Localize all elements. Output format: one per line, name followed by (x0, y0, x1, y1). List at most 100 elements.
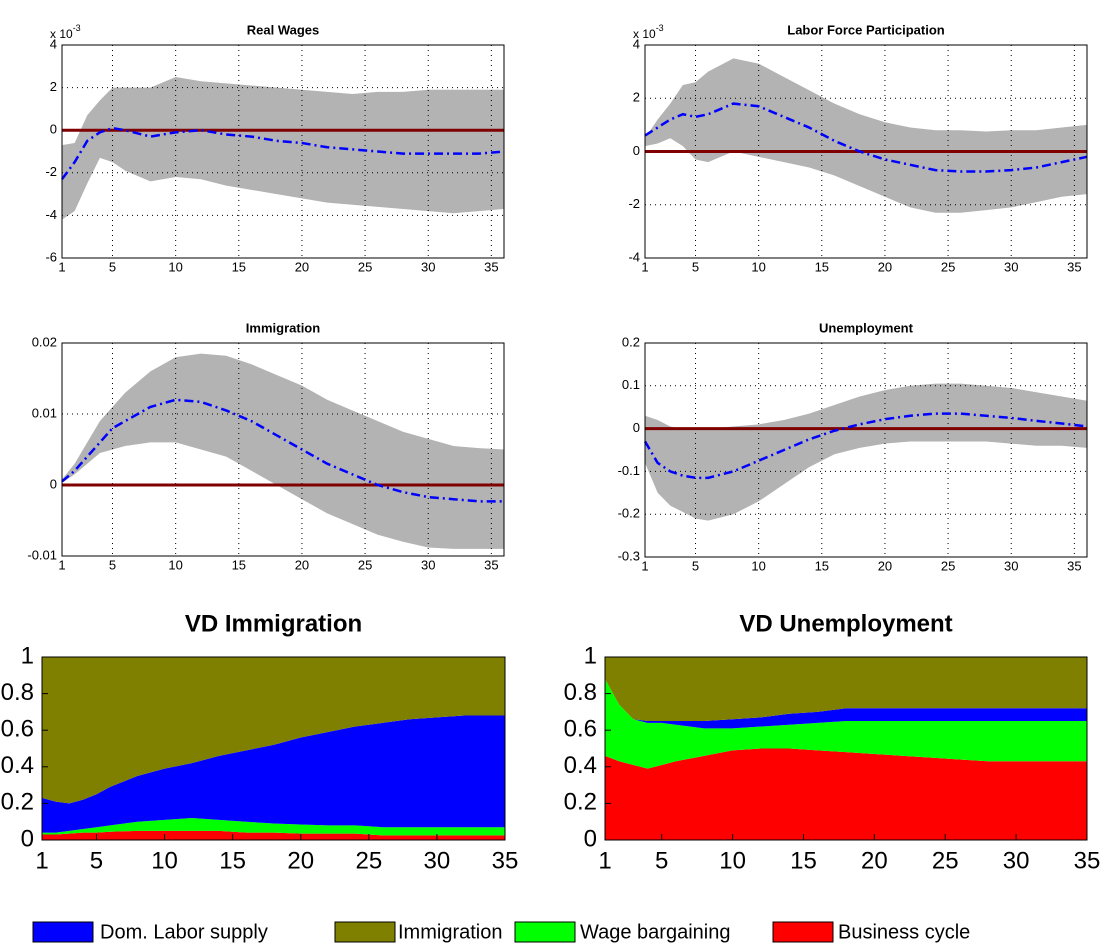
x-tick-label: 25 (941, 558, 955, 573)
plot-frame (604, 656, 1088, 841)
legend-swatch (772, 921, 834, 943)
x-tick-label: 5 (655, 847, 668, 874)
x-tick-label: 5 (90, 847, 103, 874)
y-tick-label: 0.8 (1, 679, 34, 706)
legend-swatch (32, 921, 94, 943)
y-tick-label: 0 (21, 825, 34, 852)
y-tick-label: 0.2 (622, 334, 640, 349)
x-tick-label: 30 (1004, 259, 1018, 274)
legend-label: Business cycle (838, 921, 970, 943)
y-tick-label: -6 (45, 249, 57, 264)
x-tick-label: 25 (358, 557, 372, 572)
chart-title: Real Wages (247, 22, 320, 37)
x-tick-label: 10 (751, 259, 765, 274)
x-tick-label: 10 (168, 259, 182, 274)
stacked-area (605, 748, 1087, 840)
chart-title: Unemployment (819, 320, 914, 335)
x-tick-label: 15 (232, 259, 246, 274)
legend-label: Wage bargaining (580, 921, 730, 943)
plot (645, 58, 1087, 213)
y-tick-label: 1 (584, 642, 597, 669)
x-tick-label: 30 (421, 557, 435, 572)
x-tick-label: 10 (151, 847, 178, 874)
y-tick-label: -2 (628, 196, 640, 211)
plot-frame (644, 342, 1088, 558)
y-tick-label: 0.1 (622, 377, 640, 392)
stacked-area (605, 678, 1087, 769)
y-tick-label: -0.3 (618, 548, 640, 563)
median-line (60, 126, 505, 180)
x-tick-label: 1 (58, 259, 65, 274)
confidence-band (645, 383, 1087, 521)
y-tick-label: -0.2 (618, 506, 640, 521)
plot (645, 383, 1087, 521)
y-tick-label: 0.02 (32, 334, 57, 349)
y-tick-label: 0.4 (564, 752, 597, 779)
x-tick-label: 30 (424, 847, 451, 874)
plot (62, 76, 504, 220)
multiplier-base: x 10 (633, 27, 656, 41)
y-tick-label: -0.1 (618, 463, 640, 478)
y-tick-label: 2 (633, 90, 640, 105)
x-tick-label: 30 (1003, 847, 1030, 874)
y-tick-label: 0 (50, 476, 57, 491)
x-tick-label: 30 (421, 259, 435, 274)
multiplier-exponent: -3 (73, 23, 81, 33)
stacked-area (42, 830, 505, 840)
y-tick-label: 0.6 (1, 716, 34, 743)
plot-frame (644, 44, 1088, 259)
x-tick-label: 1 (641, 558, 648, 573)
x-tick-label: 20 (861, 847, 888, 874)
x-tick-label: 35 (484, 557, 498, 572)
x-tick-label: 10 (168, 557, 182, 572)
plot (42, 657, 505, 840)
median-line (643, 412, 1088, 480)
legend-swatch (334, 921, 396, 943)
y-tick-label: -4 (628, 249, 640, 264)
x-tick-label: 35 (1074, 847, 1101, 874)
x-tick-label: 20 (295, 557, 309, 572)
x-tick-label: 35 (492, 847, 519, 874)
legend-swatch (514, 921, 576, 943)
x-tick-label: 25 (941, 259, 955, 274)
y-tick-label: 0.4 (1, 752, 34, 779)
x-tick-label: 1 (58, 557, 65, 572)
plot-frame (41, 656, 506, 841)
axis-multiplier: x 10-3 (50, 23, 81, 41)
legend-label: Immigration (398, 921, 502, 943)
y-tick-label: 0.2 (1, 789, 34, 816)
y-tick-label: -2 (45, 164, 57, 179)
y-tick-label: 4 (50, 36, 57, 51)
x-tick-label: 5 (109, 259, 116, 274)
plot (62, 353, 504, 549)
plot-frame (61, 44, 505, 259)
stacked-area (42, 657, 505, 804)
y-tick-label: 0.8 (564, 679, 597, 706)
confidence-band (62, 353, 504, 549)
y-tick-label: 0.2 (564, 789, 597, 816)
y-tick-label: -4 (45, 207, 57, 222)
stacked-area (605, 678, 1087, 729)
y-tick-label: 0 (584, 825, 597, 852)
y-tick-label: 0 (633, 143, 640, 158)
y-tick-label: 0.6 (564, 716, 597, 743)
x-tick-label: 20 (878, 558, 892, 573)
x-tick-label: 15 (790, 847, 817, 874)
chart-title: Labor Force Participation (787, 22, 945, 37)
x-tick-label: 5 (692, 259, 699, 274)
x-tick-label: 10 (719, 847, 746, 874)
plot (605, 657, 1087, 840)
x-tick-label: 15 (815, 558, 829, 573)
stacked-area (42, 818, 505, 836)
x-tick-label: 35 (1067, 558, 1081, 573)
y-tick-label: 0 (50, 122, 57, 137)
y-tick-label: -0.01 (27, 547, 57, 562)
x-tick-label: 20 (287, 847, 314, 874)
legend: Business cycle Wage bargaining Dom. Labor … (32, 921, 970, 943)
x-tick-label: 25 (932, 847, 959, 874)
plot-frame (61, 342, 505, 557)
